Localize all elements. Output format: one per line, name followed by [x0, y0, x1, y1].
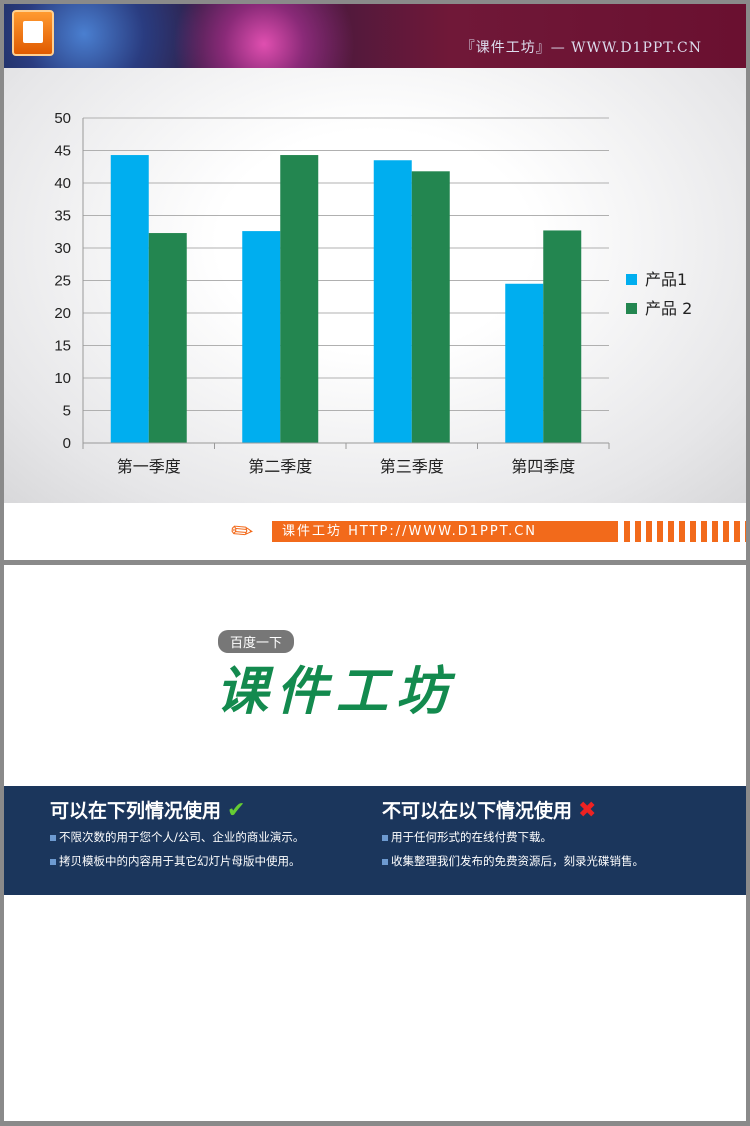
y-tick-label: 45: [54, 143, 71, 160]
cross-icon: ✖: [578, 798, 597, 823]
allowed-section: 可以在下列情况使用 ✔ 不限次数的用于您个人/公司、企业的商业演示。 拷贝模板中的…: [50, 796, 304, 877]
bar-chart: 0 5 10 15 20 25 30 35 40 45 50 第一季度 第二季度 第三季度 第四季度 产品1 产…: [54, 110, 692, 476]
x-tick-label: 第四季度: [511, 457, 575, 476]
y-tick-label: 50: [54, 110, 71, 127]
forbidden-item: 收集整理我们发布的免费资源后，刻录光碟销售。: [382, 853, 644, 869]
allowed-item: 不限次数的用于您个人/公司、企业的商业演示。: [50, 829, 304, 845]
y-tick-label: 30: [54, 240, 71, 257]
bar-1-3: [373, 160, 412, 443]
bar-2-1: [148, 233, 187, 443]
y-tick-label: 25: [54, 273, 71, 290]
legend-label: 产品1: [645, 270, 687, 289]
allowed-item: 拷贝模板中的内容用于其它幻灯片母版中使用。: [50, 853, 304, 869]
pen-icon: ✎: [224, 513, 261, 551]
legend-swatch: [626, 274, 637, 285]
forbidden-section: 不可以在以下情况使用 ✖ 用于任何形式的在线付费下载。 收集整理我们发布的免费资源…: [382, 796, 644, 877]
bar-2-3: [411, 171, 450, 444]
bar-2-4: [543, 230, 582, 443]
legend-label: 产品 2: [645, 299, 692, 318]
usage-terms: 可以在下列情况使用 ✔ 不限次数的用于您个人/公司、企业的商业演示。 拷贝模板中的…: [4, 786, 746, 895]
banner-text: 『课件工坊』— WWW.D1PPT.CN: [460, 40, 702, 56]
y-tick-label: 10: [54, 370, 71, 387]
y-tick-label: 5: [63, 403, 71, 420]
y-tick-label: 15: [54, 338, 71, 355]
footer-stripes: [624, 521, 746, 542]
bar-1-2: [242, 231, 281, 443]
forbidden-item: 用于任何形式的在线付费下载。: [382, 829, 644, 845]
check-icon: ✔: [227, 798, 246, 823]
x-tick-label: 第三季度: [380, 457, 444, 476]
y-tick-label: 0: [63, 435, 71, 452]
bar-1-1: [110, 155, 149, 444]
x-tick-label: 第一季度: [117, 457, 181, 476]
footer-text: 课件工坊 HTTP://WWW.D1PPT.CN: [272, 521, 618, 542]
footer: ✎ 课件工坊 HTTP://WWW.D1PPT.CN: [4, 503, 746, 560]
slide-info: 百度一下 课件工坊 可以在下列情况使用 ✔ 不限次数的用于您个人/公司、企业的商业…: [4, 565, 746, 1121]
y-tick-label: 20: [54, 305, 71, 322]
y-tick-label: 35: [54, 208, 71, 225]
y-tick-label: 40: [54, 175, 71, 192]
legend-swatch: [626, 303, 637, 314]
bar-2-2: [280, 155, 319, 444]
powerpoint-icon: [12, 10, 54, 56]
bar-1-4: [505, 283, 544, 443]
allowed-title: 可以在下列情况使用: [50, 800, 222, 822]
x-tick-label: 第二季度: [248, 457, 312, 476]
forbidden-title: 不可以在以下情况使用: [382, 800, 573, 822]
brand-logo: 课件工坊: [216, 662, 457, 722]
baidu-badge[interactable]: 百度一下: [218, 630, 295, 653]
slide-chart: 『课件工坊』— WWW.D1PPT.CN 0 5 10 15 20 25 30 35 40 45 5…: [4, 4, 746, 560]
header-banner: 『课件工坊』— WWW.D1PPT.CN: [4, 4, 746, 68]
